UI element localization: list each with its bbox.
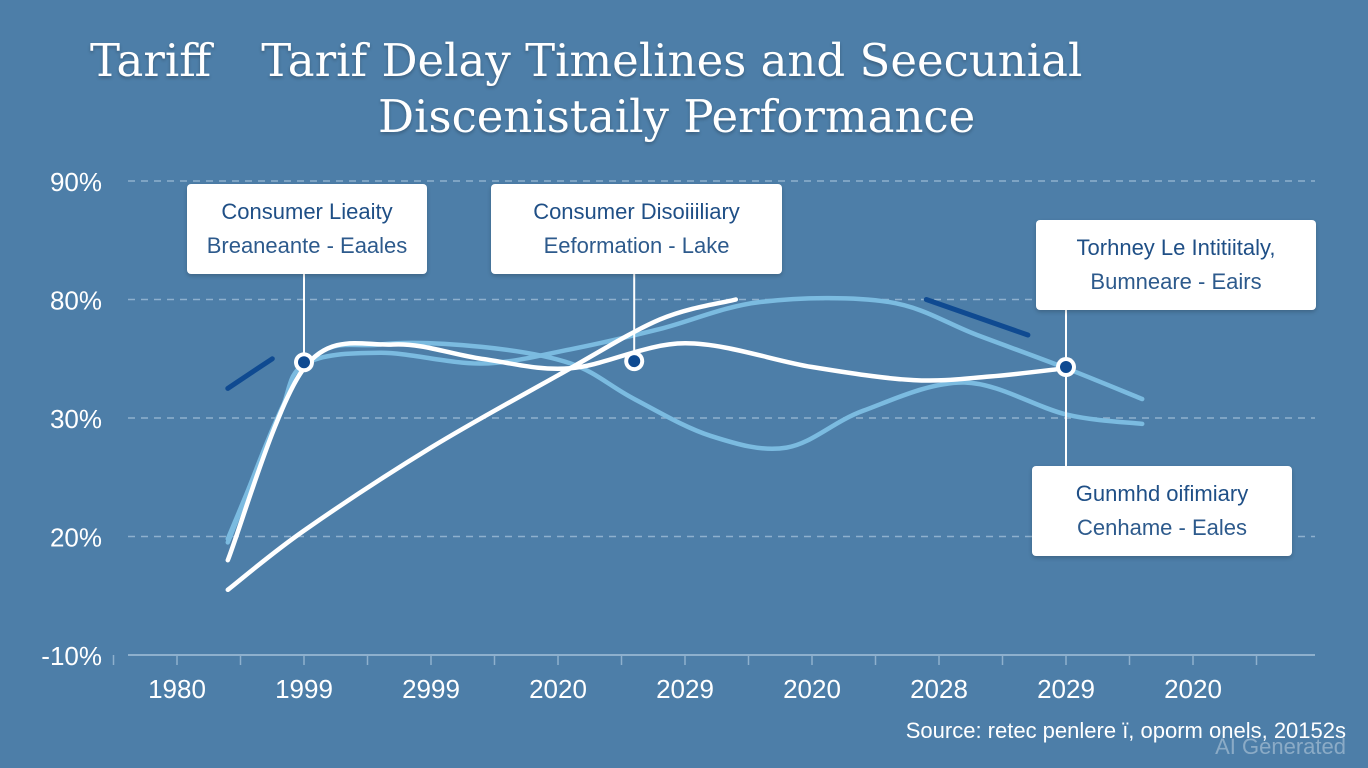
ai-watermark: AI Generated — [1215, 734, 1346, 759]
y-tick-label: 30% — [50, 404, 102, 434]
y-tick-label: 90% — [50, 167, 102, 197]
x-tick-label: 2020 — [529, 674, 587, 704]
y-tick-label: -10% — [41, 641, 102, 671]
title-word-tariff: Tariff — [90, 34, 212, 87]
callout-gunmhd: Gunmhd oifimiary Cenhame - Eales — [1032, 466, 1292, 556]
callout-leaders — [303, 274, 1067, 466]
chart-title-line2: Discenistaily Performance — [378, 90, 976, 143]
x-tick-label: 1980 — [148, 674, 206, 704]
source-note: Source: retec penlere ï, oporm onels, 20… — [905, 718, 1346, 743]
x-tick-label: 2028 — [910, 674, 968, 704]
series-lines — [225, 295, 1145, 593]
callout-title: Torhney Le Intitiitaly, — [1076, 235, 1276, 260]
data-marker-dot — [1060, 361, 1072, 374]
series-line-dark-blue-segments-segment — [923, 297, 1031, 338]
callout-subtitle: Bumneare - Eairs — [1090, 269, 1262, 294]
series-line-light-blue-a — [225, 340, 1145, 545]
data-marker-dot — [628, 355, 641, 368]
callout-consumer-disoiiiliary: Consumer Disoiiiliary Eeformation - Lake — [491, 184, 782, 274]
x-tick-label: 2020 — [783, 674, 841, 704]
callout-torhney: Torhney Le Intitiitaly, Bumneare - Eairs — [1036, 220, 1316, 310]
y-tick-label: 80% — [50, 286, 102, 316]
callout-title: Gunmhd oifimiary — [1075, 481, 1249, 506]
callout-subtitle: Cenhame - Eales — [1077, 515, 1247, 540]
series-line-dark-blue-segments — [225, 356, 275, 391]
callout-subtitle: Breaneante - Eaales — [206, 233, 408, 258]
title-line1-rest: Tarif Delay Timelines and Seecunial — [261, 34, 1083, 87]
callout-consumer-lieaity: Consumer Lieaity Breaneante - Eaales — [187, 184, 427, 274]
x-tick-label: 1999 — [275, 674, 333, 704]
x-tick-label: 2020 — [1164, 674, 1222, 704]
callout-title: Consumer Disoiiiliary — [533, 199, 740, 224]
y-tick-label: 20% — [50, 523, 102, 553]
callout-subtitle: Eeformation - Lake — [543, 233, 730, 258]
chart-title-line1: Tariff Tarif Delay Timelines and Seecunia… — [90, 34, 1082, 88]
x-tick-label: 2999 — [402, 674, 460, 704]
series-markers — [294, 351, 1076, 378]
x-tick-labels: 1980 1999 2999 2020 2029 2020 2028 2029 2020 — [148, 674, 1222, 704]
data-marker-dot — [298, 356, 310, 369]
series-line-white-a — [225, 341, 1069, 563]
callout-title: Consumer Lieaity — [221, 199, 393, 224]
x-axis — [112, 654, 1315, 665]
series-line-white-b — [225, 297, 739, 593]
y-tick-labels: 90% 80% 30% 20% -10% — [41, 167, 102, 671]
x-tick-label: 2029 — [1037, 674, 1095, 704]
x-tick-label: 2029 — [656, 674, 714, 704]
